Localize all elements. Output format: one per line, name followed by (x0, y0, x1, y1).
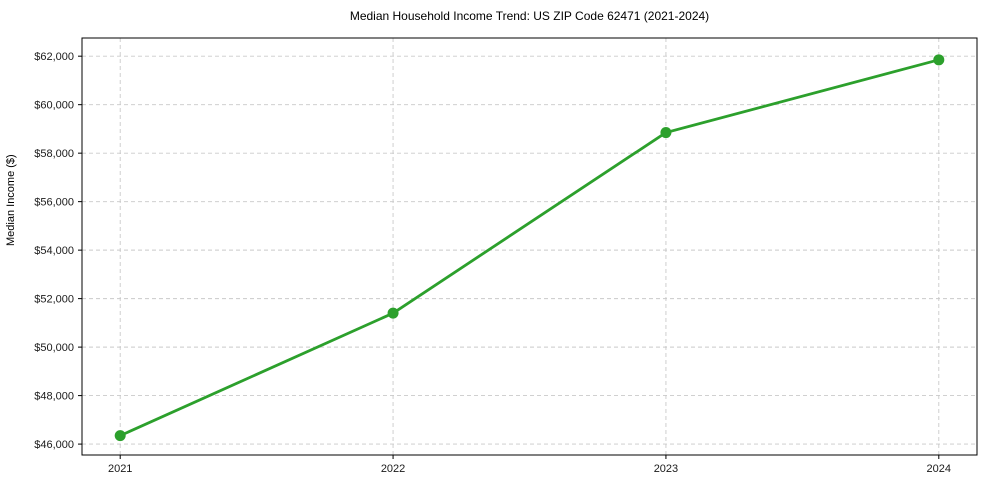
x-tick-label: 2023 (654, 463, 678, 475)
data-point-marker (387, 307, 399, 319)
y-tick-label: $48,000 (34, 391, 74, 403)
y-tick-label: $56,000 (34, 197, 74, 209)
data-point-marker (660, 127, 672, 139)
x-tick-label: 2022 (381, 463, 405, 475)
y-tick-label: $54,000 (34, 245, 74, 257)
data-point-marker (114, 430, 126, 442)
y-tick-label: $52,000 (34, 294, 74, 306)
y-tick-label: $60,000 (34, 100, 74, 112)
data-point-marker (933, 54, 945, 66)
income-trend-line (118, 58, 941, 438)
y-tick-label: $62,000 (34, 51, 74, 63)
x-tick-label: 2024 (927, 463, 951, 475)
y-tick-label: $58,000 (34, 148, 74, 160)
plot-border (81, 37, 978, 456)
chart-title: Median Household Income Trend: US ZIP Co… (349, 9, 710, 23)
y-tick-label: $50,000 (34, 342, 74, 354)
x-tick-label: 2021 (108, 463, 132, 475)
y-tick-label: $46,000 (34, 439, 74, 451)
